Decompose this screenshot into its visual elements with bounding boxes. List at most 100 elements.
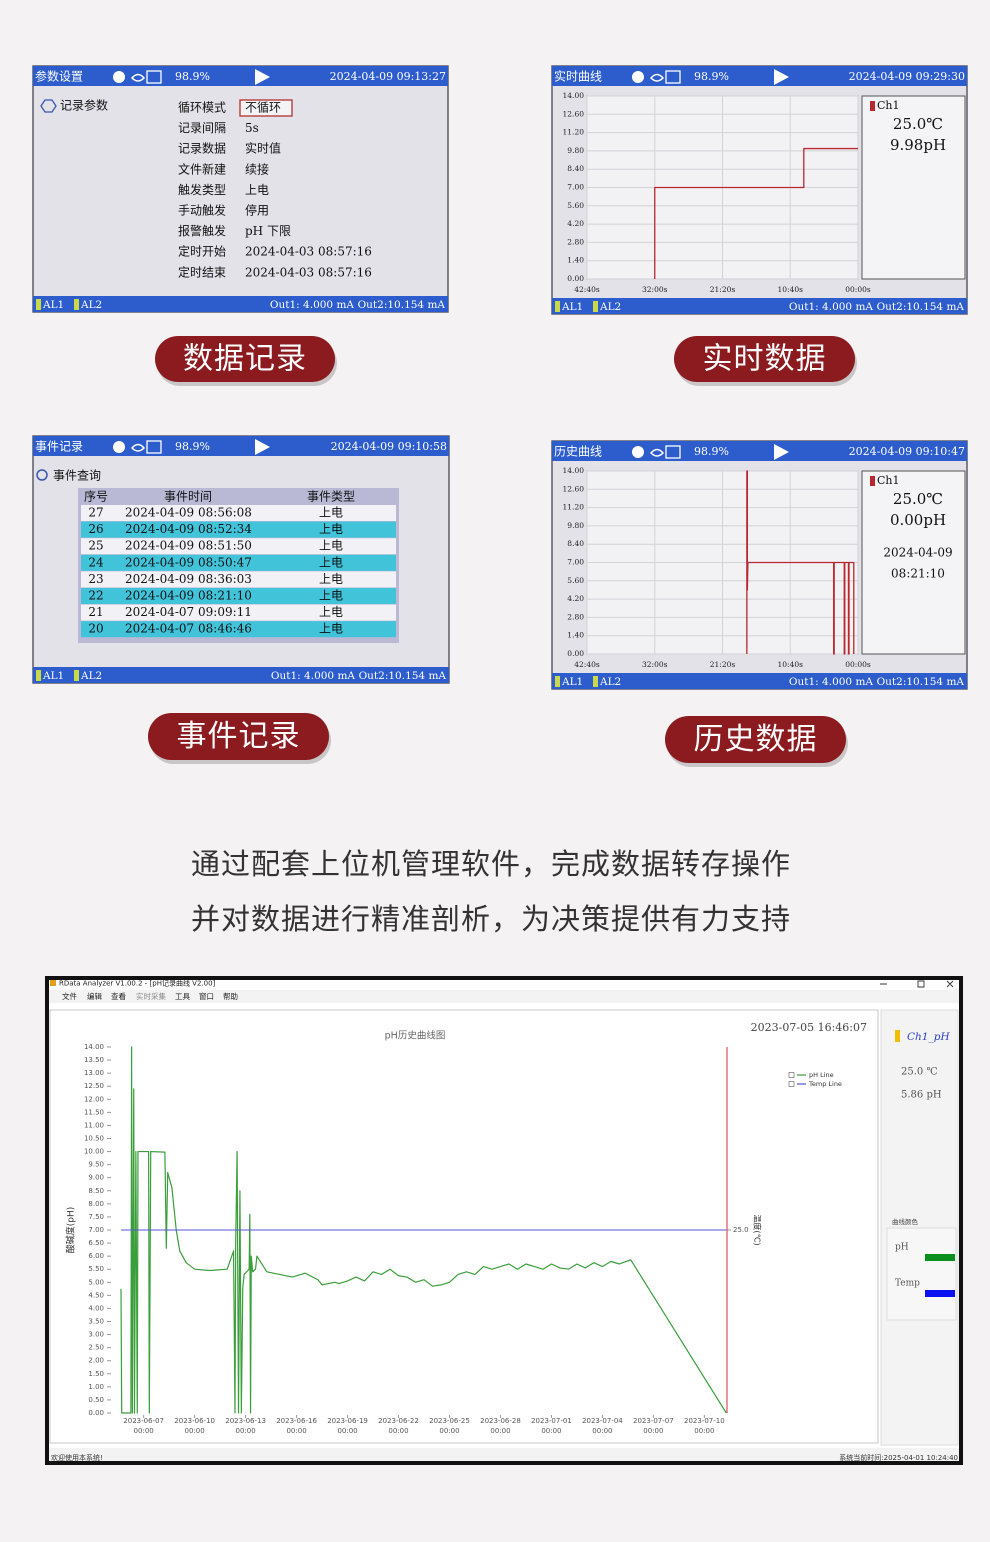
legend-label: Temp Line bbox=[808, 1080, 842, 1088]
description: 通过配套上位机管理软件，完成数据转存操作 bbox=[191, 847, 791, 881]
y-tick-label: 0.00 bbox=[567, 274, 584, 283]
output-1: Out1: 4.000 mA bbox=[789, 676, 873, 688]
y-tick-label: 5.50 bbox=[88, 1265, 104, 1273]
y-tick-label: 12.00 bbox=[84, 1095, 104, 1103]
color-box bbox=[886, 1227, 957, 1321]
x-tick-label: 2023-06-22 bbox=[378, 1417, 419, 1425]
y-tick-label: 2.00 bbox=[88, 1357, 104, 1365]
icon bbox=[649, 448, 665, 457]
footer-bar bbox=[552, 298, 967, 314]
y-tick-label: 0.50 bbox=[88, 1396, 104, 1404]
y-tick-label: 6.50 bbox=[88, 1239, 104, 1247]
output-1: Out1: 4.000 mA bbox=[271, 670, 355, 682]
x-tick-label: 00:00 bbox=[286, 1427, 306, 1435]
y-tick-label: 3.00 bbox=[88, 1331, 104, 1339]
x-tick-label: 2023-06-10 bbox=[174, 1417, 215, 1425]
selected-box bbox=[239, 99, 293, 117]
x-tick-label: 00:00 bbox=[643, 1427, 663, 1435]
icon bbox=[632, 446, 644, 458]
reading: 25.0℃ bbox=[893, 115, 943, 133]
channel-name: Ch1_pH bbox=[907, 1031, 950, 1043]
table-cell: 上电 bbox=[319, 605, 343, 619]
datetime: 2024-04-09 09:10:47 bbox=[849, 445, 965, 458]
menu-item: 窗口 bbox=[199, 991, 214, 1001]
y-tick-label: 7.50 bbox=[88, 1213, 104, 1221]
icon bbox=[113, 441, 125, 453]
x-tick-label: 2023-06-19 bbox=[327, 1417, 368, 1425]
y-tick-label: 8.00 bbox=[88, 1200, 104, 1208]
table-cell: 27 bbox=[88, 506, 103, 520]
menu-item: 编辑 bbox=[87, 991, 102, 1001]
icon bbox=[146, 440, 162, 454]
y-tick-label: 7.00 bbox=[567, 558, 584, 567]
chart-panel bbox=[49, 1009, 879, 1444]
table-cell: 上电 bbox=[319, 589, 343, 603]
y-tick-label: 11.20 bbox=[563, 503, 585, 512]
y-tick-label: 1.40 bbox=[567, 631, 584, 640]
x-tick-label: 2023-07-10 bbox=[684, 1417, 725, 1425]
battery: 98.9% bbox=[175, 70, 210, 83]
x-tick-label: 42:40s bbox=[574, 660, 600, 669]
play-icon bbox=[255, 439, 270, 455]
battery: 98.9% bbox=[694, 70, 729, 83]
menu-icon bbox=[40, 99, 57, 113]
menu-item: 查看 bbox=[111, 991, 126, 1001]
battery: 98.9% bbox=[694, 445, 729, 458]
curve-label: Temp bbox=[895, 1279, 920, 1289]
table-cell: 25 bbox=[88, 539, 103, 553]
menu-item: 工具 bbox=[175, 992, 190, 1001]
setting-value: 5s bbox=[245, 121, 259, 135]
caption: 实时数据 bbox=[703, 342, 827, 377]
table-cell: 上电 bbox=[319, 555, 343, 569]
status-text: 系统当前时间:2025-04-01 10:24:40 bbox=[839, 1453, 958, 1462]
setting-label: 记录数据 bbox=[178, 141, 226, 156]
y-tick-label: 4.50 bbox=[88, 1291, 104, 1299]
app-icon bbox=[50, 980, 56, 986]
datetime: 2024-04-09 09:13:27 bbox=[330, 70, 446, 83]
alarm-label: AL2 bbox=[599, 301, 621, 313]
legend-label: pH Line bbox=[809, 1071, 834, 1079]
y-tick-label: 6.00 bbox=[88, 1252, 104, 1260]
y-axis-label: 酸碱度(pH) bbox=[65, 1207, 77, 1254]
y-tick-label: 13.00 bbox=[84, 1069, 104, 1077]
caption: 事件记录 bbox=[177, 719, 301, 754]
status-text: 欢迎使用本系统! bbox=[51, 1453, 103, 1462]
table-cell: 上电 bbox=[319, 572, 343, 586]
play-icon bbox=[774, 444, 789, 460]
y-tick-label: 7.00 bbox=[88, 1226, 104, 1234]
y-tick-label: 14.00 bbox=[563, 91, 585, 100]
x-tick-label: 00:00 bbox=[134, 1427, 154, 1435]
y-tick-label: 11.20 bbox=[563, 128, 585, 137]
x-tick-label: 00:00s bbox=[845, 285, 871, 294]
x-tick-label: 2023-07-01 bbox=[531, 1417, 572, 1425]
output-2: Out2:10.154 mA bbox=[877, 676, 965, 688]
x-tick-label: 10:40s bbox=[778, 285, 804, 294]
icon bbox=[632, 71, 644, 83]
datetime: 2024-04-09 09:29:30 bbox=[849, 70, 965, 83]
table-cell: 上电 bbox=[319, 622, 343, 636]
y-tick-label: 1.50 bbox=[88, 1370, 104, 1378]
alarm-label: AL1 bbox=[561, 676, 583, 688]
y-tick-label: 12.60 bbox=[563, 484, 585, 493]
table-row bbox=[81, 538, 396, 555]
caption-pill bbox=[148, 713, 329, 760]
y-tick-label: 13.50 bbox=[84, 1056, 104, 1064]
table-cell: 2024-04-09 08:50:47 bbox=[125, 555, 252, 569]
menu-item: 实时采集 bbox=[136, 991, 166, 1001]
reading: 25.0 ℃ bbox=[901, 1067, 938, 1078]
y-tick-label: 0.00 bbox=[88, 1409, 104, 1417]
icon bbox=[665, 445, 681, 459]
y-tick-label: 5.60 bbox=[567, 201, 584, 210]
alarm-indicator bbox=[36, 299, 41, 310]
menu-label: 事件查询 bbox=[53, 469, 101, 483]
y-tick-label: 9.00 bbox=[88, 1174, 104, 1182]
x-tick-label: 00:00 bbox=[337, 1427, 357, 1435]
data-line bbox=[654, 147, 858, 279]
table-cell: 24 bbox=[88, 555, 104, 569]
x-tick-label: 00:00 bbox=[694, 1427, 714, 1435]
caption: 历史数据 bbox=[694, 722, 818, 757]
setting-value: 2024-04-03 08:57:16 bbox=[245, 245, 372, 259]
output-2: Out2:10.154 mA bbox=[359, 670, 447, 682]
y-tick-label: 2.80 bbox=[567, 612, 584, 621]
